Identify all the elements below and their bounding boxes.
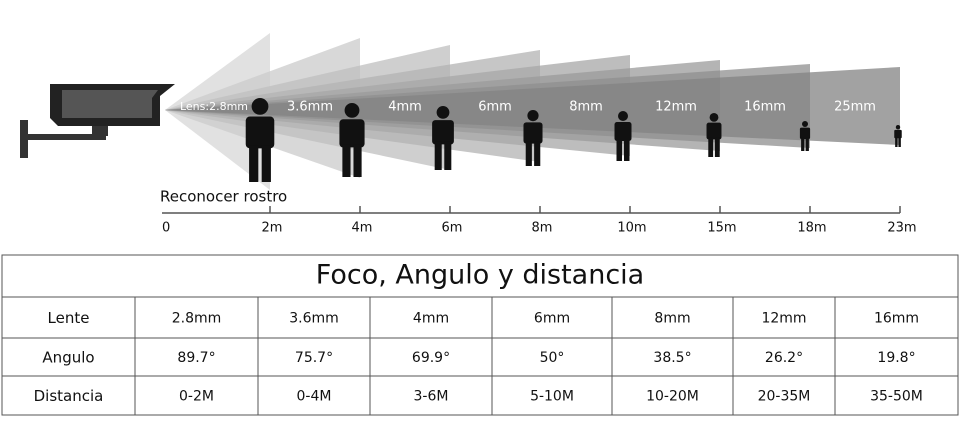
person-icon: [706, 113, 722, 157]
person-leg: [895, 137, 898, 147]
table-cell: 38.5°: [653, 350, 691, 366]
table-cell: 3-6M: [414, 389, 449, 405]
person-leg: [261, 145, 271, 182]
person-body: [799, 127, 811, 139]
person-head: [344, 103, 360, 118]
person-head: [527, 110, 539, 122]
distance-label: 23m: [887, 221, 916, 236]
axis-title: Reconocer rostro: [160, 188, 287, 206]
person-icon: [614, 111, 632, 161]
person-head: [251, 98, 269, 115]
table-cell: 6mm: [534, 311, 570, 327]
person-body: [523, 122, 543, 144]
person-icon: [523, 110, 543, 166]
distance-label: 2m: [262, 221, 283, 236]
row-header: Distancia: [34, 387, 104, 405]
person-body: [339, 119, 365, 148]
table-cell: 4mm: [413, 311, 449, 327]
table-cell: 0-4M: [297, 389, 332, 405]
person-leg: [249, 145, 259, 182]
person-icon: [339, 103, 365, 177]
table-title: Foco, Angulo y distancia: [316, 260, 644, 291]
person-head: [709, 113, 719, 122]
person-body: [706, 122, 722, 140]
person-icon: [432, 106, 454, 170]
row-header: Lente: [48, 309, 90, 327]
distance-label: 0: [162, 221, 170, 236]
lens-label: 12mm: [655, 100, 697, 115]
lens-label: 25mm: [834, 100, 876, 115]
table-frame: [1, 254, 959, 416]
table-cell: 2.8mm: [172, 311, 222, 327]
lens-label: 16mm: [744, 100, 786, 115]
table-cell: 26.2°: [765, 350, 803, 366]
table-cell: 10-20M: [646, 389, 699, 405]
lens-label: 4mm: [388, 100, 422, 115]
camera-icon: [20, 84, 175, 158]
table-cell: 16mm: [874, 311, 919, 327]
distance-label: 10m: [617, 221, 646, 236]
lens-label: 8mm: [569, 100, 603, 115]
table-cell: 3.6mm: [289, 311, 339, 327]
person-leg: [805, 137, 809, 151]
person-body: [614, 122, 632, 141]
person-icon: [894, 125, 902, 147]
person-leg: [525, 141, 532, 166]
person-leg: [898, 137, 901, 147]
person-body: [432, 120, 454, 145]
person-icon: [799, 121, 811, 151]
lens-label: 3.6mm: [287, 100, 333, 115]
table-cell: 20-35M: [758, 389, 811, 405]
table-cell: 35-50M: [870, 389, 923, 405]
table-cell: 0-2M: [179, 389, 214, 405]
table-cell: 19.8°: [877, 350, 915, 366]
person-leg: [444, 141, 452, 170]
table-cell: 69.9°: [412, 350, 450, 366]
person-leg: [801, 137, 805, 151]
person-leg: [342, 144, 351, 177]
person-leg: [708, 137, 714, 157]
person-leg: [624, 139, 630, 161]
person-head: [895, 125, 901, 130]
distance-label: 18m: [797, 221, 826, 236]
lens-label: Lens:2.8mm: [180, 100, 248, 113]
person-icon: [245, 98, 275, 182]
person-head: [436, 106, 450, 119]
lens-label: 6mm: [478, 100, 512, 115]
person-head: [802, 121, 808, 127]
distance-label: 8m: [532, 221, 553, 236]
table-cell: 12mm: [761, 311, 806, 327]
table-cell: 89.7°: [177, 350, 215, 366]
person-leg: [353, 144, 362, 177]
person-leg: [714, 137, 720, 157]
person-body: [894, 129, 902, 139]
table-cell: 50°: [540, 350, 565, 366]
person-body: [245, 116, 275, 149]
distance-label: 4m: [352, 221, 373, 236]
table-cell: 75.7°: [295, 350, 333, 366]
person-head: [618, 111, 628, 121]
distance-label: 15m: [707, 221, 736, 236]
person-leg: [534, 141, 541, 166]
person-leg: [434, 141, 442, 170]
row-header: Angulo: [42, 349, 94, 367]
table-cell: 8mm: [654, 311, 690, 327]
distance-label: 6m: [442, 221, 463, 236]
table-cell: 5-10M: [530, 389, 574, 405]
person-leg: [616, 139, 622, 161]
